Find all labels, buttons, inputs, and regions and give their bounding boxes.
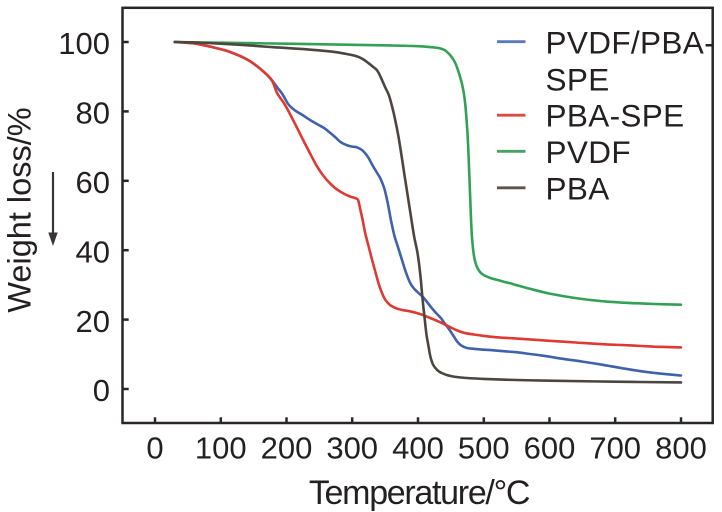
svg-text:PBA: PBA — [546, 171, 610, 207]
svg-text:700: 700 — [589, 431, 641, 466]
svg-text:600: 600 — [524, 431, 576, 466]
svg-text:100: 100 — [58, 26, 110, 61]
svg-text:0: 0 — [146, 431, 163, 466]
svg-text:Temperature/°C: Temperature/°C — [309, 474, 530, 512]
svg-text:300: 300 — [326, 431, 378, 466]
svg-text:100: 100 — [195, 431, 247, 466]
svg-text:400: 400 — [392, 431, 444, 466]
svg-text:20: 20 — [76, 304, 110, 339]
svg-text:PBA-SPE: PBA-SPE — [546, 98, 685, 134]
svg-text:SPE: SPE — [546, 62, 610, 98]
svg-text:Weight loss/%: Weight loss/% — [2, 107, 38, 312]
svg-text:200: 200 — [261, 431, 313, 466]
svg-text:PVDF/PBA-: PVDF/PBA- — [546, 25, 715, 61]
svg-text:PVDF: PVDF — [546, 134, 631, 170]
svg-text:80: 80 — [76, 96, 110, 131]
svg-text:40: 40 — [76, 234, 110, 269]
svg-text:800: 800 — [655, 431, 707, 466]
svg-text:500: 500 — [458, 431, 510, 466]
svg-text:0: 0 — [93, 373, 110, 408]
svg-text:60: 60 — [76, 165, 110, 200]
